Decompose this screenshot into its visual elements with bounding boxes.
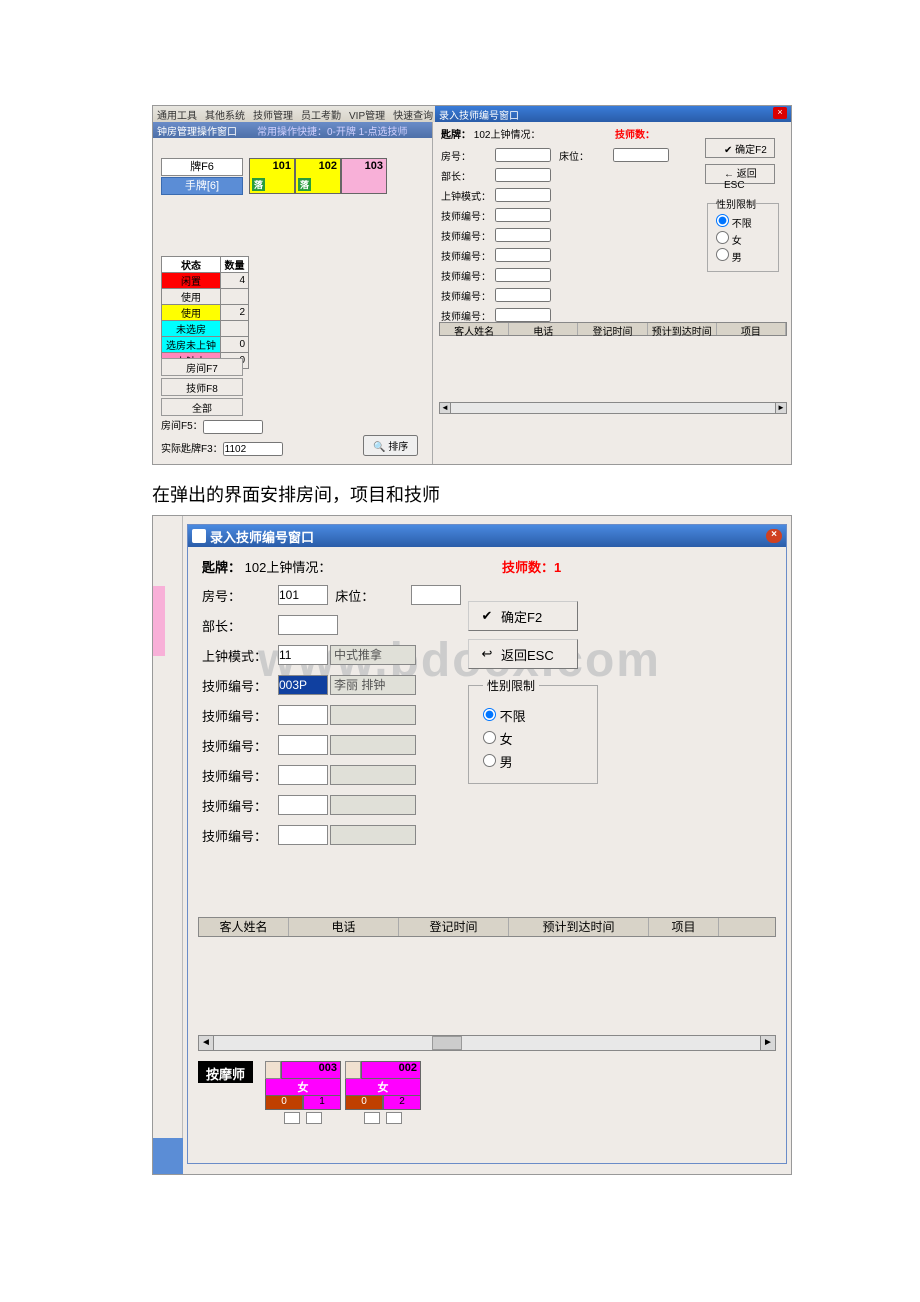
room-cell[interactable]: 103	[341, 158, 387, 194]
card-tab[interactable]: 牌F6	[161, 158, 243, 176]
menu-item[interactable]: 通用工具	[157, 107, 197, 121]
back-icon: ↩	[479, 646, 495, 662]
filter-buttons: 房间F7 技师F8 全部	[161, 358, 243, 416]
hand-tab[interactable]: 手牌[6]	[161, 177, 243, 195]
tech-card[interactable]: 003女01	[265, 1061, 341, 1124]
col-header: 项目	[649, 918, 719, 936]
big-techcount-label: 技师数：	[502, 560, 554, 575]
tid-input[interactable]	[278, 705, 328, 725]
mode-input[interactable]	[278, 645, 328, 665]
status-table: 状态数量 闲置4使用使用2未选房选房未上钟0上钟中0	[161, 256, 249, 369]
key-input[interactable]	[223, 442, 283, 456]
close-icon[interactable]: ×	[773, 107, 787, 119]
mini-title: 录入技师编号窗口	[439, 107, 519, 121]
menu-item[interactable]: 技师管理	[253, 107, 293, 121]
key-label: 实际匙牌F3：	[161, 444, 223, 455]
bed-input[interactable]	[411, 585, 461, 605]
room-cell[interactable]: 102落	[295, 158, 341, 194]
bottom-screenshot: 录入技师编号窗口 × www.bdocx.com 匙牌： 102上钟情况： 技师…	[152, 515, 792, 1175]
mini-techcount: 技师数：	[615, 126, 655, 141]
mini-mode-input[interactable]	[495, 188, 551, 202]
mini-ok-button[interactable]: ✔ 确定F2	[705, 138, 775, 158]
gender-m-radio[interactable]	[716, 248, 729, 261]
mini-tid-input[interactable]	[495, 248, 551, 262]
filter-tech-button[interactable]: 技师F8	[161, 378, 243, 396]
left-strip	[153, 516, 183, 1174]
mini-table: 客人姓名 电话 登记时间 预计到达时间 项目	[439, 322, 787, 336]
tid-input[interactable]	[278, 795, 328, 815]
big-key-label: 匙牌：	[202, 560, 241, 575]
big-techcount: 1	[554, 560, 561, 575]
room-f5-label: 房间F5：	[161, 421, 203, 432]
chief-input[interactable]	[278, 615, 338, 635]
menu-item[interactable]: VIP管理	[349, 107, 385, 121]
gender-any-radio[interactable]	[716, 214, 729, 227]
mgmt-hint: 常用操作快捷：0-开牌 1-点选技师	[257, 123, 408, 138]
tid-input[interactable]	[278, 675, 328, 695]
room-f5-input[interactable]	[203, 420, 263, 434]
room-cells: 101落102落103	[249, 158, 387, 194]
bottom-inputs: 房间F5： 实际匙牌F3：	[161, 417, 283, 456]
gender-m-radio[interactable]	[483, 754, 496, 767]
caption-text: 在弹出的界面安排房间，项目和技师	[152, 481, 920, 507]
masseur-row: 按摩师 003女01002女02	[198, 1061, 425, 1124]
col-header: 预计到达时间	[509, 918, 649, 936]
tid-input[interactable]	[278, 735, 328, 755]
menu-item[interactable]: 其他系统	[205, 107, 245, 121]
big-titlebar: 录入技师编号窗口 ×	[188, 525, 786, 547]
col-header: 登记时间	[399, 918, 509, 936]
big-hscroll[interactable]: ◄►	[198, 1035, 776, 1051]
masseur-label: 按摩师	[198, 1061, 253, 1083]
mini-room-input[interactable]	[495, 148, 551, 162]
gender-box: 性别限制 不限 女 男	[468, 677, 598, 784]
guest-table-head: 客人姓名电话登记时间预计到达时间项目	[198, 917, 776, 937]
tech-card[interactable]: 002女02	[345, 1061, 421, 1124]
tid-desc: 李丽 排钟	[330, 675, 416, 695]
window-icon	[192, 529, 206, 543]
gender-f-radio[interactable]	[716, 231, 729, 244]
mini-key-status: 102上钟情况：	[474, 130, 541, 141]
menu-item[interactable]: 快速查询	[393, 107, 433, 121]
mini-tech-window: 录入技师编号窗口 × 匙牌： 102上钟情况： 技师数： 房号：床位： 部长： …	[435, 106, 791, 464]
top-screenshot: 通用工具 其他系统 技师管理 员工考勤 VIP管理 快速查询 窗口 钟房管理操作…	[152, 105, 792, 465]
tid-input[interactable]	[278, 825, 328, 845]
mgmt-title: 钟房管理操作窗口	[157, 123, 237, 138]
mini-back-button[interactable]: ← 返回ESC	[705, 164, 775, 184]
big-key-status: 102上钟情况：	[245, 560, 332, 575]
col-header: 客人姓名	[199, 918, 289, 936]
filter-room-button[interactable]: 房间F7	[161, 358, 243, 376]
gender-f-radio[interactable]	[483, 731, 496, 744]
tid-input[interactable]	[278, 765, 328, 785]
mini-tid-input[interactable]	[495, 208, 551, 222]
mgmt-titlebar: 钟房管理操作窗口 常用操作快捷：0-开牌 1-点选技师	[153, 122, 432, 138]
check-icon: ✔	[479, 608, 495, 624]
ok-button[interactable]: ✔确定F2	[468, 601, 578, 631]
mini-bed-input[interactable]	[613, 148, 669, 162]
room-input[interactable]	[278, 585, 328, 605]
room-mgmt-panel: 钟房管理操作窗口 常用操作快捷：0-开牌 1-点选技师 牌F6 手牌[6] 10…	[153, 122, 433, 464]
mini-tid-input[interactable]	[495, 228, 551, 242]
back-button[interactable]: ↩返回ESC	[468, 639, 578, 669]
tech-entry-window: 录入技师编号窗口 × www.bdocx.com 匙牌： 102上钟情况： 技师…	[187, 524, 787, 1164]
mini-tid-input[interactable]	[495, 308, 551, 322]
sort-button[interactable]: 🔍 排序	[363, 435, 418, 456]
mini-tid-input[interactable]	[495, 288, 551, 302]
mini-key-label: 匙牌：	[441, 130, 471, 141]
mini-chief-input[interactable]	[495, 168, 551, 182]
close-icon[interactable]: ×	[766, 529, 782, 543]
big-title-text: 录入技师编号窗口	[210, 527, 314, 546]
col-header: 电话	[289, 918, 399, 936]
gender-any-radio[interactable]	[483, 708, 496, 721]
mode-desc: 中式推拿	[330, 645, 416, 665]
mini-titlebar: 录入技师编号窗口 ×	[435, 106, 791, 122]
room-cell[interactable]: 101落	[249, 158, 295, 194]
mini-hscroll[interactable]: ◄►	[439, 402, 787, 414]
mini-gender-box: 性别限制 不限 女 男	[707, 196, 779, 272]
filter-all-button[interactable]: 全部	[161, 398, 243, 416]
mini-tid-input[interactable]	[495, 268, 551, 282]
menu-item[interactable]: 员工考勤	[301, 107, 341, 121]
